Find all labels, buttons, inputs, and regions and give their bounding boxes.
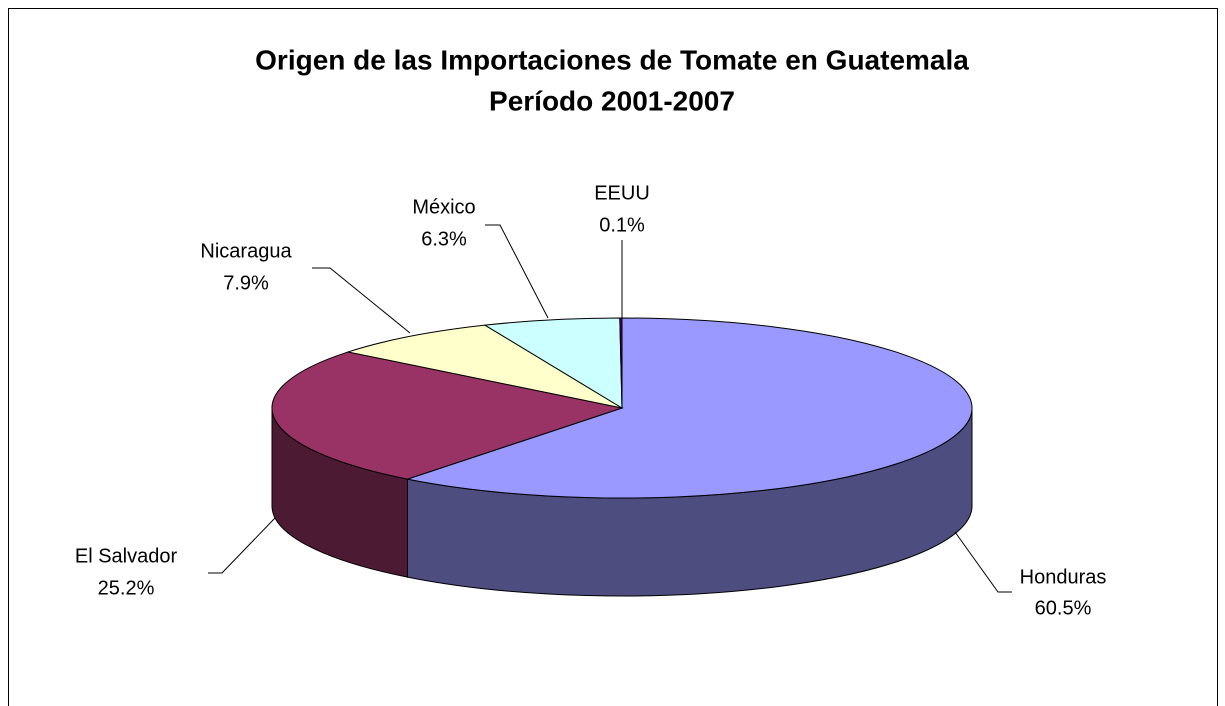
- slice-label: Nicaragua: [200, 240, 292, 262]
- slice-label: Honduras: [1020, 566, 1107, 588]
- slice-value-label: 6.3%: [421, 228, 467, 250]
- slice-value-label: 60.5%: [1035, 597, 1092, 619]
- slice-value-label: 0.1%: [599, 214, 645, 236]
- leader-line: [954, 531, 1012, 593]
- leader-line: [312, 267, 411, 334]
- leader-line: [208, 517, 276, 574]
- slice-value-label: 7.9%: [223, 272, 269, 294]
- slice-label: EEUU: [594, 182, 650, 204]
- pie-slice: [483, 317, 623, 409]
- slice-label: El Salvador: [75, 545, 178, 567]
- chart-title: Origen de las Importaciones de Tomate en…: [255, 44, 969, 75]
- pie-slice: [405, 317, 973, 499]
- pie-slice: [346, 324, 623, 409]
- chart-subtitle: Período 2001-2007: [489, 85, 735, 116]
- slice-value-label: 25.2%: [98, 577, 155, 599]
- slice-label: México: [412, 196, 475, 218]
- leader-line: [485, 224, 549, 319]
- pie-slice: [271, 351, 624, 480]
